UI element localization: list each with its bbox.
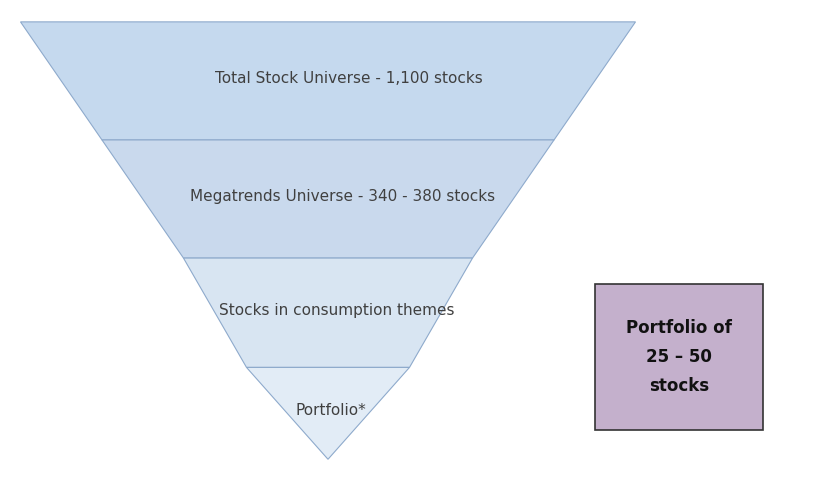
FancyBboxPatch shape [595,284,762,430]
Text: Portfolio of
25 – 50
stocks: Portfolio of 25 – 50 stocks [626,319,731,396]
Text: Megatrends Universe - 340 - 380 stocks: Megatrends Universe - 340 - 380 stocks [190,189,495,204]
Text: Stocks in consumption themes: Stocks in consumption themes [219,303,455,318]
Polygon shape [20,22,635,140]
Polygon shape [183,258,472,367]
Text: Total Stock Universe - 1,100 stocks: Total Stock Universe - 1,100 stocks [215,71,482,86]
Text: Portfolio*: Portfolio* [296,403,366,418]
Polygon shape [247,367,409,459]
Polygon shape [102,140,554,258]
